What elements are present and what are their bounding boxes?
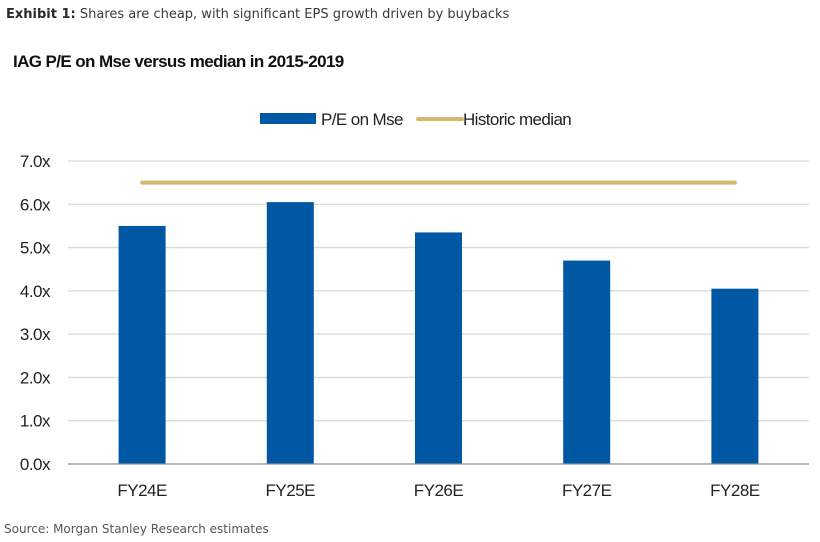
exhibit-label: Exhibit 1: [6,7,76,22]
bar-fy24e [118,225,166,464]
x-tick-label: FY26E [414,481,464,500]
bar-fy26e [415,232,462,464]
legend-label-median: Historic median [463,110,571,129]
y-tick-label: 2.0x [20,368,51,387]
x-tick-label: FY27E [562,481,612,500]
bar-fy28e [711,288,759,464]
legend-label-pe: P/E on Mse [321,110,403,129]
y-tick-label: 3.0x [20,325,51,344]
y-axis-ticks: 0.0x 1.0x 2.0x 3.0x 4.0x 5.0x 6.0x 7.0x [20,152,52,474]
exhibit-caption: Exhibit 1: Shares are cheap, with signif… [6,7,509,22]
legend-swatch-pe [260,113,316,124]
x-axis-ticks: FY24E FY25E FY26E FY27E FY28E [117,481,760,500]
bar-fy27e [563,260,611,464]
exhibit-text: Shares are cheap, with significant EPS g… [75,7,510,22]
legend: P/E on Mse Historic median [260,110,572,129]
bars [118,202,759,464]
y-tick-label: 4.0x [20,282,51,301]
y-tick-label: 6.0x [20,195,51,214]
source-note: Source: Morgan Stanley Research estimate… [4,522,269,536]
y-tick-label: 7.0x [20,152,51,171]
x-tick-label: FY28E [710,481,760,500]
bar-fy25e [266,202,314,464]
y-tick-label: 1.0x [20,412,51,431]
y-tick-label: 0.0x [20,455,51,474]
x-tick-label: FY24E [117,481,167,500]
chart-title: IAG P/E on Mse versus median in 2015-201… [13,52,344,71]
x-tick-label: FY25E [266,481,316,500]
y-tick-label: 5.0x [20,239,51,258]
